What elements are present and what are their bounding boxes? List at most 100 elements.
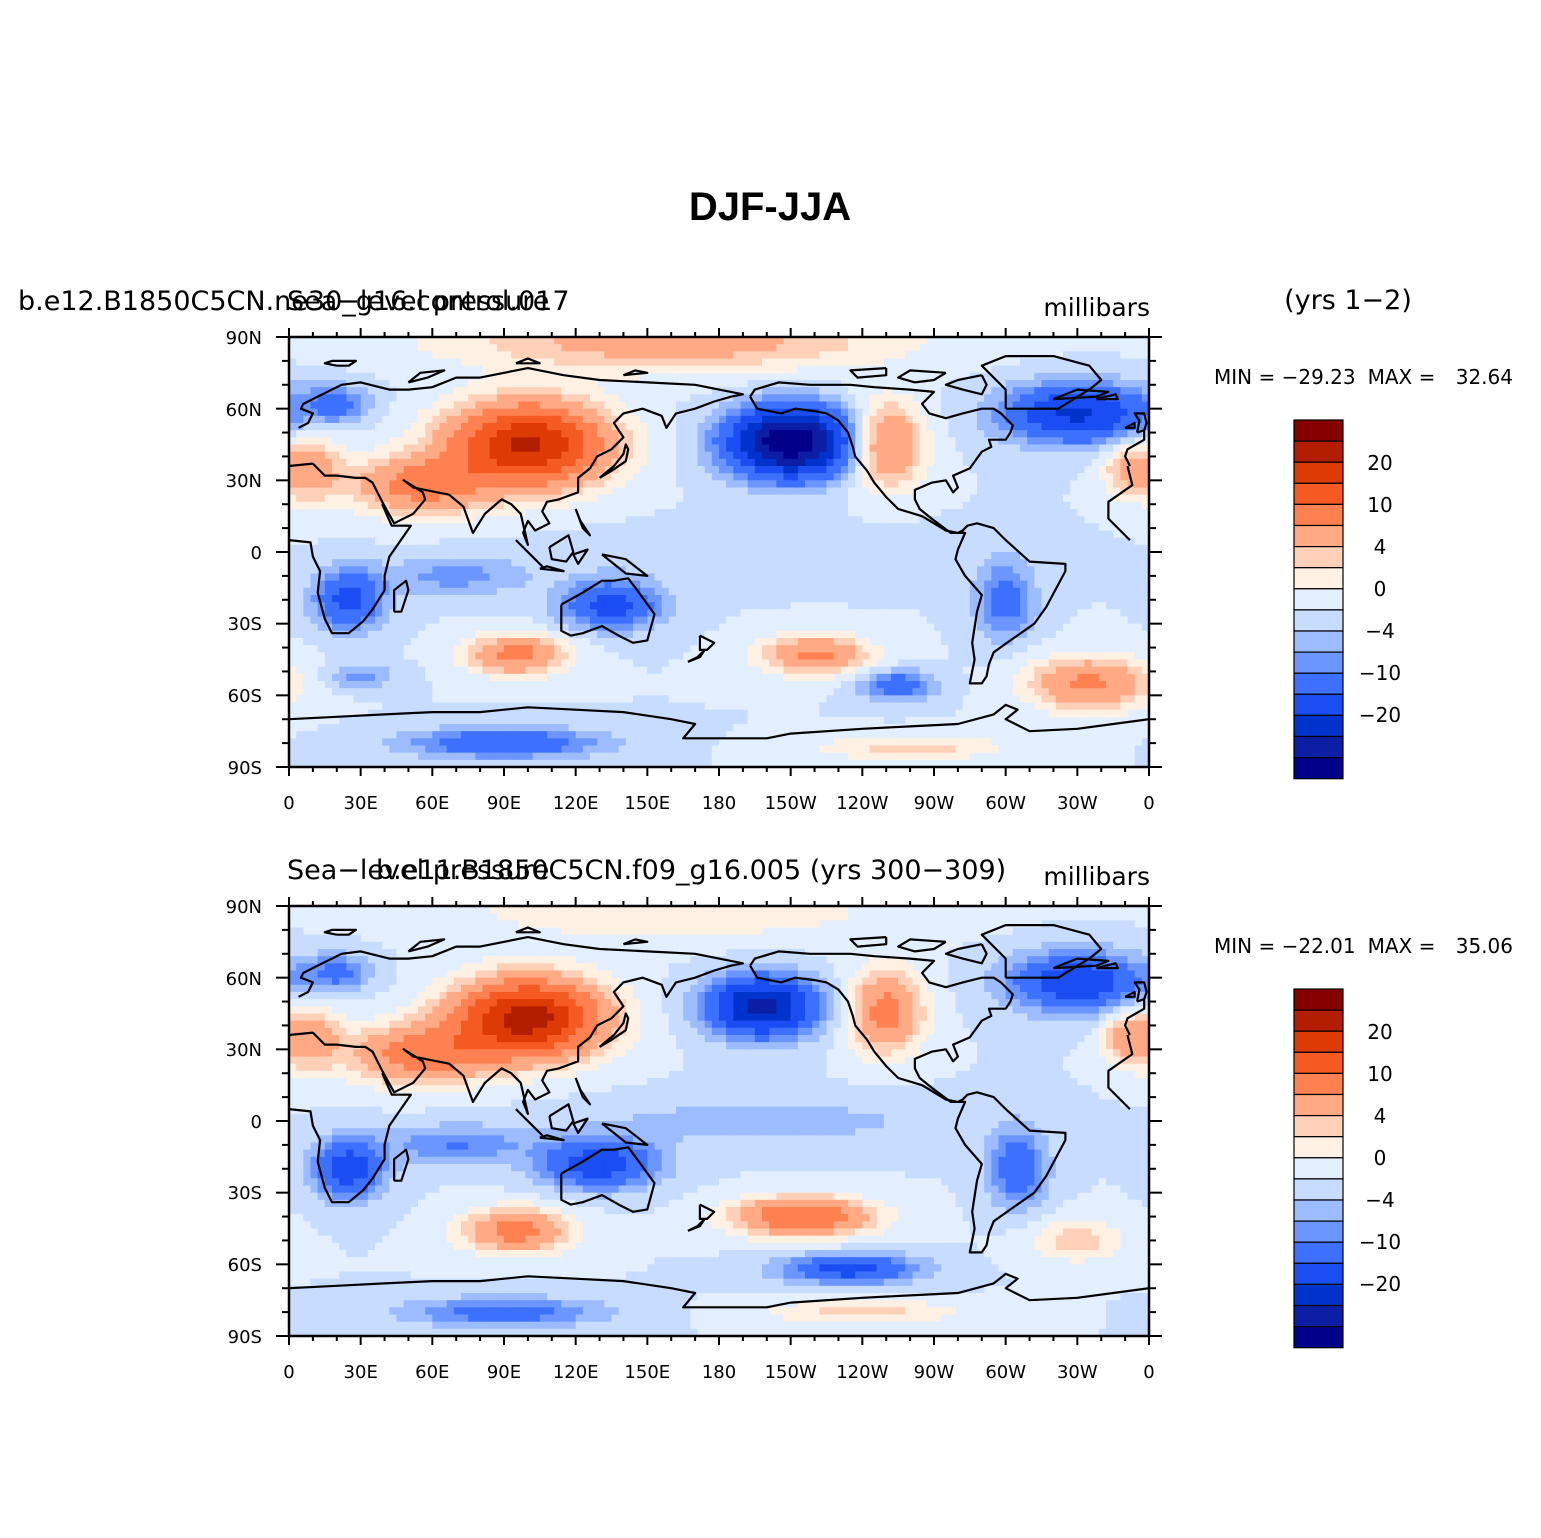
contour-cell bbox=[969, 415, 978, 424]
contour-cell bbox=[346, 573, 354, 582]
contour-cell bbox=[733, 573, 741, 582]
contour-cell bbox=[1113, 595, 1121, 603]
contour-cell bbox=[475, 394, 483, 402]
contour-cell bbox=[1041, 473, 1050, 481]
contour-cell bbox=[1055, 437, 1064, 445]
contour-cell bbox=[410, 401, 419, 410]
contour-cell bbox=[711, 587, 720, 596]
contour-cell bbox=[1091, 537, 1100, 546]
contour-cell bbox=[532, 430, 541, 438]
contour-cell bbox=[812, 530, 820, 539]
contour-cell bbox=[912, 537, 921, 546]
contour-cell bbox=[525, 487, 534, 496]
contour-cell bbox=[496, 387, 505, 395]
contour-cell bbox=[1048, 523, 1057, 531]
contour-cell bbox=[1005, 473, 1014, 481]
contour-cell bbox=[590, 344, 598, 352]
contour-cell bbox=[1106, 365, 1114, 374]
contour-cell bbox=[962, 559, 971, 567]
contour-cell bbox=[554, 487, 562, 496]
contour-cell bbox=[726, 537, 734, 546]
contour-cell bbox=[375, 587, 383, 596]
contour-cell bbox=[969, 494, 978, 503]
contour-cell bbox=[1077, 494, 1085, 503]
contour-cell bbox=[317, 466, 326, 474]
contour-cell bbox=[396, 380, 405, 388]
contour-cell bbox=[840, 523, 849, 531]
contour-cell bbox=[461, 623, 469, 632]
contour-cell bbox=[905, 609, 913, 617]
contour-cell bbox=[812, 623, 820, 632]
contour-cell bbox=[797, 580, 806, 589]
contour-cell bbox=[525, 501, 534, 510]
contour-cell bbox=[317, 401, 326, 410]
contour-cell bbox=[539, 602, 548, 610]
contour-cell bbox=[582, 437, 591, 445]
contour-cell bbox=[353, 408, 362, 417]
contour-cell bbox=[518, 466, 526, 474]
contour-cell bbox=[969, 351, 978, 359]
contour-cell bbox=[747, 573, 756, 582]
contour-cell bbox=[869, 380, 878, 388]
contour-cell bbox=[1034, 602, 1042, 610]
contour-cell bbox=[833, 623, 842, 632]
contour-cell bbox=[518, 473, 526, 481]
contour-cell bbox=[324, 609, 333, 617]
contour-cell bbox=[862, 401, 870, 410]
contour-cell bbox=[525, 516, 534, 524]
contour-cell bbox=[1041, 423, 1050, 431]
contour-cell bbox=[926, 552, 935, 560]
contour-cell bbox=[439, 466, 448, 474]
contour-cell bbox=[912, 530, 921, 539]
contour-cell bbox=[661, 516, 670, 524]
contour-cell bbox=[1020, 380, 1028, 388]
contour-cell bbox=[618, 580, 627, 589]
contour-cell bbox=[346, 344, 354, 352]
contour-cell bbox=[747, 351, 756, 359]
contour-cell bbox=[647, 365, 655, 374]
contour-cell bbox=[475, 487, 483, 496]
contour-cell bbox=[511, 351, 519, 359]
contour-cell bbox=[597, 365, 605, 374]
contour-cell bbox=[668, 544, 677, 553]
contour-cell bbox=[905, 552, 913, 560]
contour-cell bbox=[805, 451, 813, 460]
contour-cell bbox=[346, 523, 354, 531]
contour-cell bbox=[948, 516, 956, 524]
contour-cell bbox=[697, 509, 706, 517]
contour-cell bbox=[1070, 415, 1078, 424]
contour-cell bbox=[955, 537, 964, 546]
contour-cell bbox=[375, 609, 383, 617]
contour-cell bbox=[346, 630, 354, 639]
contour-cell bbox=[898, 566, 906, 574]
contour-cell bbox=[1070, 516, 1078, 524]
contour-cell bbox=[339, 580, 347, 589]
contour-cell bbox=[876, 509, 885, 517]
contour-cell bbox=[339, 415, 347, 424]
contour-cell bbox=[1020, 566, 1028, 574]
contour-cell bbox=[1134, 344, 1143, 352]
contour-cell bbox=[1134, 587, 1143, 596]
contour-cell bbox=[704, 351, 713, 359]
contour-cell bbox=[919, 444, 928, 453]
contour-cell bbox=[525, 630, 534, 639]
contour-cell bbox=[303, 516, 311, 524]
contour-cell bbox=[1005, 516, 1014, 524]
contour-cell bbox=[769, 587, 777, 596]
contour-cell bbox=[719, 337, 727, 345]
contour-cell bbox=[1012, 609, 1021, 617]
contour-cell bbox=[1027, 444, 1035, 453]
contour-cell bbox=[833, 358, 842, 367]
contour-cell bbox=[1063, 415, 1071, 424]
contour-cell bbox=[360, 408, 369, 417]
contour-cell bbox=[604, 623, 612, 632]
contour-cell bbox=[647, 394, 655, 402]
contour-cell bbox=[389, 501, 397, 510]
contour-cell bbox=[869, 616, 878, 625]
contour-cell bbox=[425, 494, 433, 503]
contour-cell bbox=[439, 559, 448, 567]
contour-cell bbox=[805, 387, 813, 395]
contour-cell bbox=[783, 544, 792, 553]
contour-cell bbox=[367, 451, 376, 460]
contour-cell bbox=[453, 466, 462, 474]
